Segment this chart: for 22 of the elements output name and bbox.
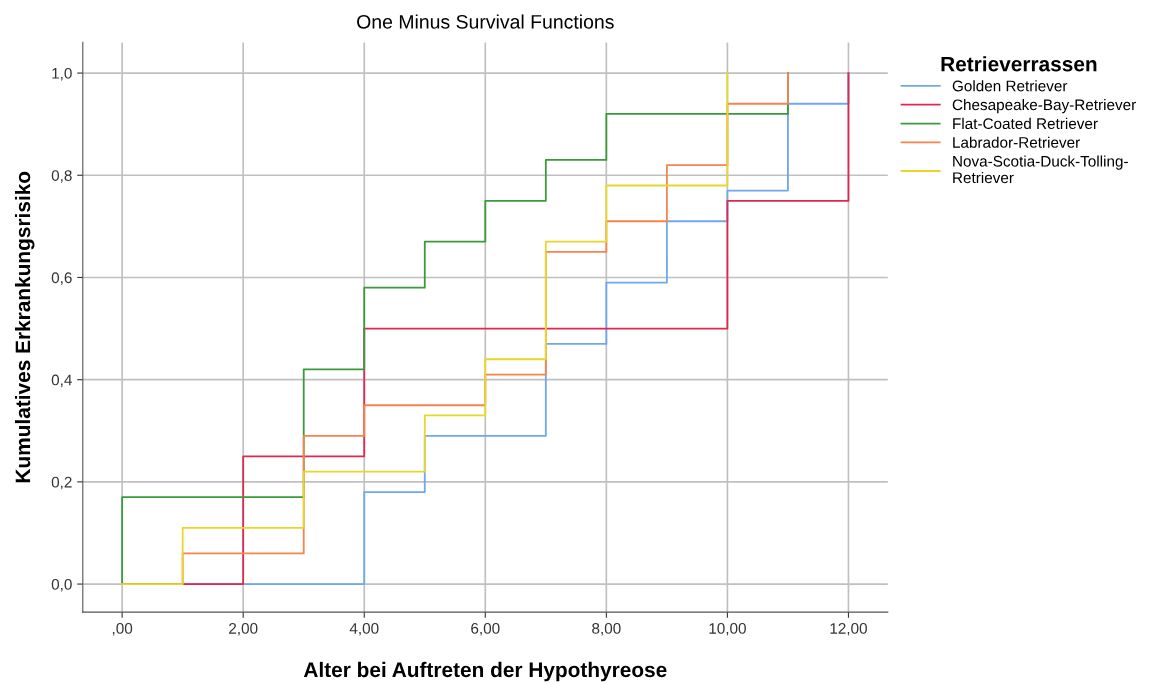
- y-tick-label: 0,6: [51, 272, 72, 285]
- x-tick-label: 4,00: [349, 623, 379, 636]
- x-tick-label: 6,00: [471, 623, 500, 636]
- legend-label: Flat-Coated Retriever: [953, 117, 1098, 130]
- y-tick-label: 0,4: [51, 374, 72, 388]
- y-tick-label: 0,8: [51, 170, 72, 183]
- x-axis-title: Alter bei Auftreten der Hypothyreose: [303, 661, 667, 682]
- legend-label: Labrador-Retriever: [953, 136, 1080, 148]
- x-tick-label: ,00: [112, 623, 133, 636]
- x-tick-label: 8,00: [592, 623, 621, 636]
- y-tick-label: 0,2: [51, 476, 72, 490]
- x-tick-label: 2,00: [229, 623, 258, 636]
- legend-label: Golden Retriever: [952, 80, 1068, 92]
- x-tick-label: 12,00: [830, 623, 867, 636]
- y-axis-title: Kumulatives Erkrankungsrisiko: [14, 171, 35, 483]
- y-tick-label: 1,0: [52, 67, 72, 81]
- legend-title: Retrieverrassen: [941, 56, 1097, 72]
- x-tick-label: 10,00: [709, 623, 746, 636]
- chart-title: One Minus Survival Functions: [357, 14, 614, 29]
- legend-label: Nova-Scotia-Duck-Tolling- Retriever: [953, 155, 1128, 184]
- legend-label: Chesapeake-Bay-Retriever: [952, 98, 1136, 114]
- y-tick-label: 0,0: [51, 578, 72, 592]
